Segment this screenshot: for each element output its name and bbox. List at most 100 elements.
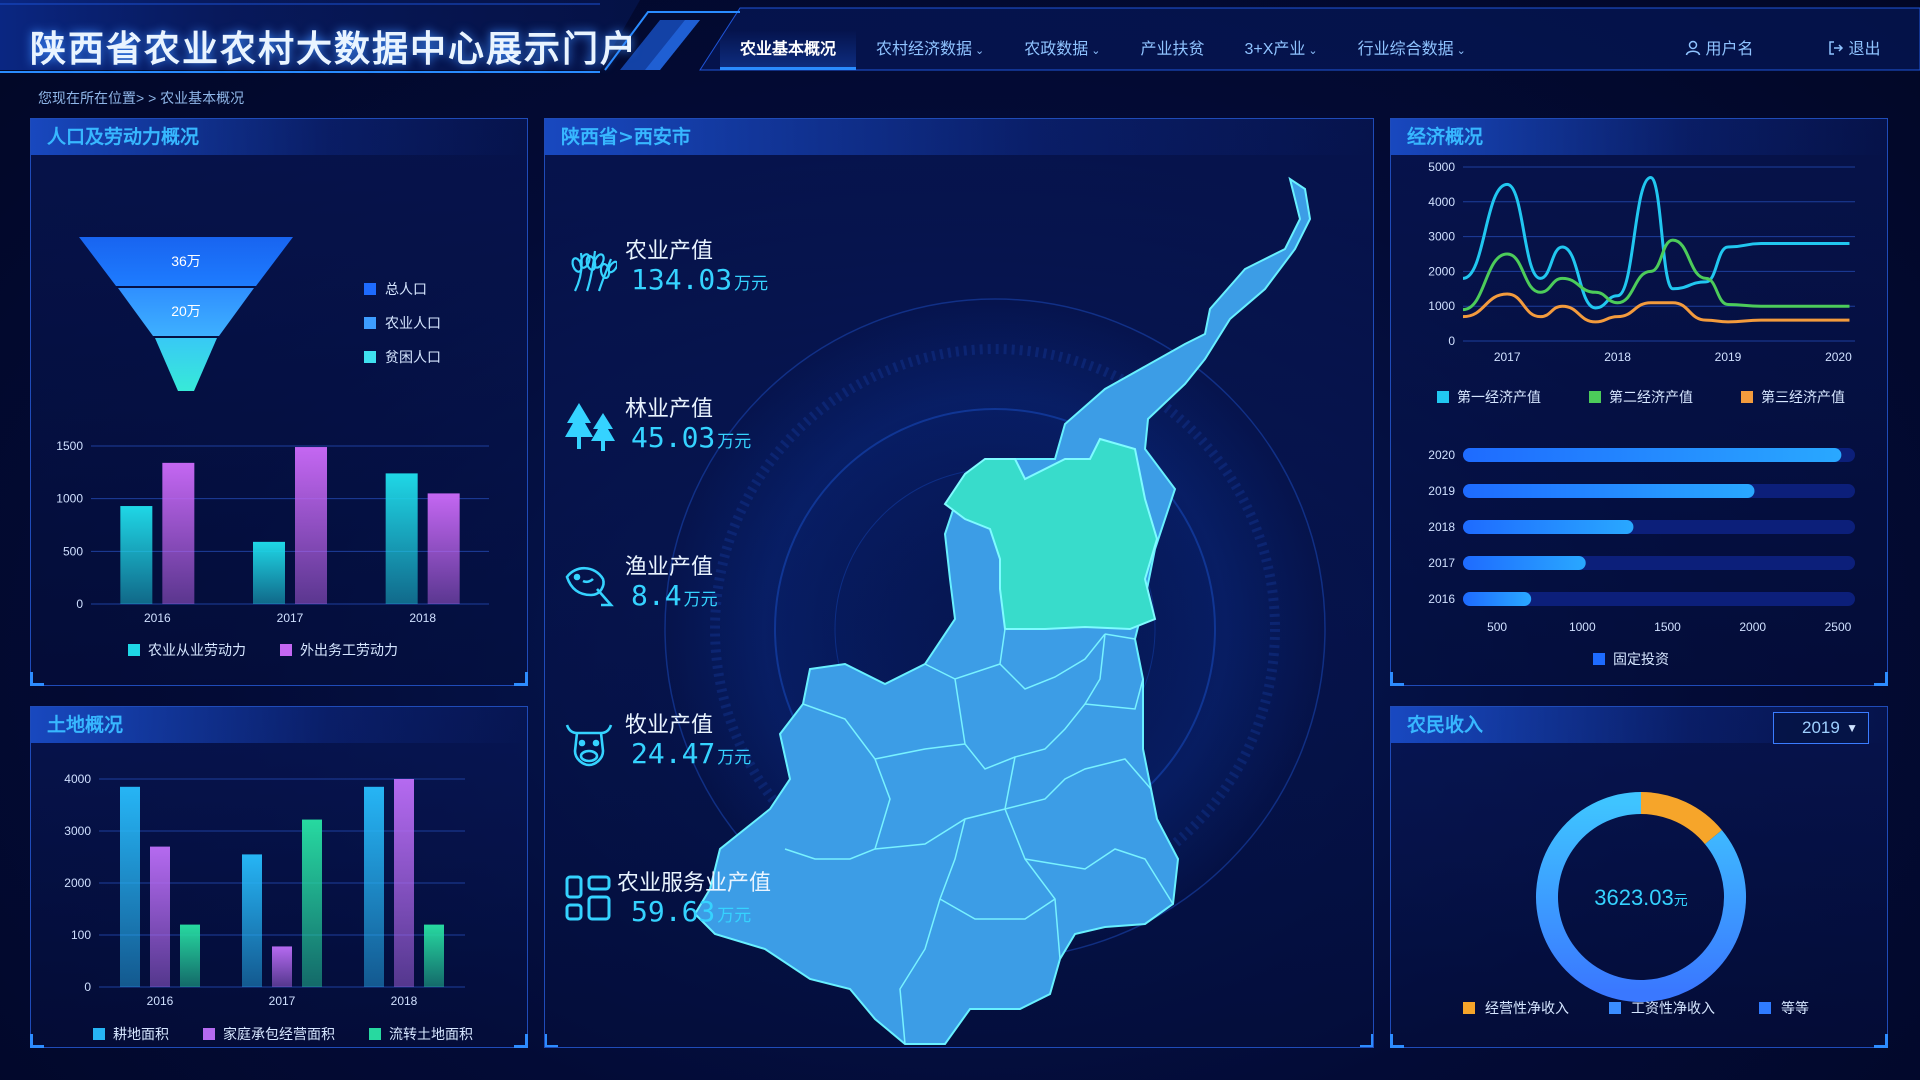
x-tick-label: 1500: [1654, 620, 1681, 634]
legend-label: 经营性净收入: [1485, 1000, 1569, 1016]
bar[interactable]: [385, 473, 418, 604]
map-visual: [664, 176, 1326, 1045]
bar[interactable]: [1463, 556, 1586, 570]
bar[interactable]: [150, 846, 170, 987]
nav-item-3x-industry[interactable]: 3+X产业 ⌄: [1244, 41, 1318, 58]
legend-swatch: [1593, 653, 1605, 665]
header-decoration: [0, 0, 1920, 73]
bar[interactable]: [1463, 592, 1532, 606]
legend-label: 外出务工劳动力: [300, 642, 398, 658]
legend-label: 耕地面积: [113, 1026, 169, 1042]
bar[interactable]: [162, 462, 195, 604]
panel-corner: [1390, 1034, 1404, 1048]
region-highlight-yanan[interactable]: [943, 437, 1159, 631]
y-tick-label: 3000: [64, 824, 91, 838]
panel-corner: [1874, 1034, 1888, 1048]
population-panel-title: 人口及劳动力概况: [31, 119, 527, 155]
year-select[interactable]: 2019 ▼: [1773, 712, 1869, 744]
x-tick-label: 2018: [409, 611, 436, 625]
stat-service-output: 农业服务业产值 59.63 万元: [561, 865, 821, 935]
chevron-down-icon: ⌄: [1456, 45, 1466, 57]
x-tick-label: 2000: [1739, 620, 1766, 634]
bar[interactable]: [120, 786, 140, 987]
donut-slice[interactable]: [1536, 792, 1746, 1002]
panel-corner: [545, 1034, 558, 1047]
stat-value: 45.03 万元: [631, 421, 752, 454]
stat-forestry-output: 林业产值 45.03 万元: [561, 391, 821, 461]
logout-button[interactable]: 退出: [1828, 30, 1880, 70]
bar[interactable]: [364, 786, 384, 987]
funnel-label-agri: 20万: [171, 303, 201, 319]
bar[interactable]: [1463, 520, 1634, 534]
income-chart-container: 经营性净收入 工资性净收入 等等 3623.03元: [1463, 792, 1809, 1016]
legend-label-total: 总人口: [385, 281, 427, 297]
bar[interactable]: [1463, 484, 1755, 498]
map-panel: 陕西省>西安市: [544, 118, 1374, 1048]
population-panel: 人口及劳动力概况 36万 20万 总人口 农业人口 贫困人口 0 500 1000 1…: [30, 118, 528, 686]
logout-label: 退出: [1848, 41, 1881, 58]
legend-swatch: [1759, 1002, 1771, 1014]
nav-item-agri-overview[interactable]: 农业基本概况: [720, 30, 857, 70]
funnel-segment-agri: [118, 288, 254, 336]
bar[interactable]: [394, 779, 414, 987]
grid-icon: [565, 875, 611, 921]
legend-swatch: [369, 1028, 381, 1040]
series-line[interactable]: [1462, 292, 1850, 324]
land-chart-container: 0 100 2000 3000 4000 2016 2017 2018 耕地面积 家庭承包经营面积…: [64, 772, 473, 1042]
x-tick-label: 2018: [391, 994, 418, 1008]
chevron-down-icon: ⌄: [975, 45, 985, 57]
bar[interactable]: [253, 541, 285, 604]
stat-label: 牧业产值: [625, 712, 714, 737]
bar[interactable]: [302, 819, 322, 987]
bar[interactable]: [427, 493, 460, 604]
bar[interactable]: [180, 924, 200, 987]
nav-item-agri-admin[interactable]: 农政数据 ⌄: [1024, 41, 1101, 58]
breadcrumb: 您现在所在位置> > 农业基本概况: [38, 90, 245, 106]
chevron-down-icon: ⌄: [1091, 45, 1101, 57]
stat-fishery-output: 渔业产值 8.4 万元: [561, 549, 821, 619]
y-tick-label: 3000: [1428, 230, 1455, 244]
bar[interactable]: [1463, 448, 1842, 462]
x-tick-label: 2017: [1494, 350, 1521, 364]
x-tick-label: 2020: [1825, 350, 1852, 364]
x-tick-label: 2017: [269, 994, 296, 1008]
economy-charts: 0 1000 2000 3000 4000 5000 2017 2018 2019 2020 第一经…: [1428, 160, 1855, 667]
y-tick-label: 1500: [56, 439, 83, 453]
nav-item-poverty[interactable]: 产业扶贫: [1140, 41, 1205, 58]
legend-label-agri: 农业人口: [385, 315, 441, 331]
y-tick-label: 1000: [56, 492, 83, 506]
income-center-value: 3623.03元: [1594, 885, 1688, 910]
fish-icon: [565, 566, 614, 607]
bar[interactable]: [424, 924, 444, 987]
panel-corner: [514, 1034, 528, 1048]
main-nav: 农业基本概况 农村经济数据 ⌄ 农政数据 ⌄ 产业扶贫 3+X产业 ⌄ 行业综合数据 ⌄: [720, 30, 1486, 70]
investment-bar-chart: 2020 2019 2018 2017 2016 500 1000 1500 2000 2500 固…: [1428, 448, 1855, 667]
stat-label: 渔业产值: [625, 554, 714, 579]
series-line[interactable]: [1462, 175, 1850, 310]
x-tick-label: 2019: [1715, 350, 1742, 364]
panel-corner: [1360, 1034, 1373, 1047]
nav-item-industry-data[interactable]: 行业综合数据 ⌄: [1357, 41, 1466, 58]
land-panel: 土地概况 0 100 2000 3000 4000 2016 2017 2018 耕地面积 家庭承…: [30, 706, 528, 1048]
x-tick-label: 1000: [1569, 620, 1596, 634]
x-tick-label: 500: [1487, 620, 1507, 634]
series-line[interactable]: [1462, 238, 1850, 312]
bar[interactable]: [242, 854, 262, 987]
legend-label: 第一经济产值: [1457, 389, 1541, 405]
stat-label: 林业产值: [625, 396, 714, 421]
land-bar-chart: 0 100 2000 3000 4000 2016 2017 2018 耕地面积 家庭承包经营面积…: [64, 772, 473, 1042]
panel-corner: [1390, 672, 1404, 686]
bar[interactable]: [272, 946, 292, 987]
bar-track: [1463, 592, 1855, 606]
legend-swatch: [93, 1028, 105, 1040]
region-boundaries: [784, 628, 1174, 1045]
bar[interactable]: [295, 447, 327, 604]
y-tick-label: 2000: [1428, 264, 1455, 278]
bar[interactable]: [120, 506, 153, 604]
legend-swatch: [1437, 391, 1449, 403]
user-menu[interactable]: 用户名: [1685, 30, 1753, 70]
nav-item-rural-economy[interactable]: 农村经济数据 ⌄: [876, 41, 985, 58]
legend-swatch: [1589, 391, 1601, 403]
donut-slice[interactable]: [1640, 792, 1722, 845]
y-tick-label: 0: [84, 980, 91, 994]
